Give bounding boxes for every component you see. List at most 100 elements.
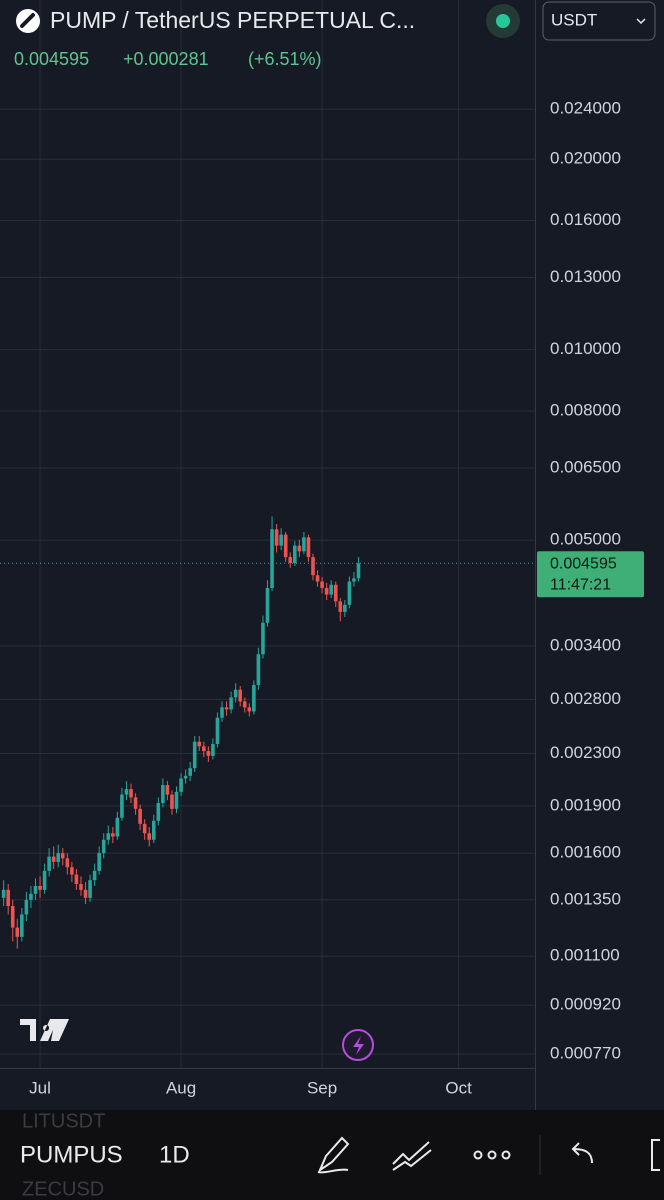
x-tick-label: Aug (166, 1078, 196, 1097)
candle-body (261, 622, 265, 655)
x-tick-label: Sep (307, 1078, 337, 1097)
candle-body (279, 534, 283, 546)
candle-body (242, 701, 247, 708)
header-price: 0.004595 (14, 49, 89, 69)
countdown-label: 11:47:21 (550, 577, 611, 594)
logo-part (51, 1019, 69, 1041)
candle-body (256, 654, 261, 686)
currency-label: USDT (551, 10, 597, 29)
candle-body (60, 853, 65, 859)
candle-body (92, 870, 97, 881)
candle-body (38, 885, 42, 890)
watchlist-item[interactable]: ZECUSD (22, 1178, 104, 1200)
candle-body (70, 867, 74, 875)
candle-body (283, 534, 288, 558)
candle-body (65, 858, 70, 868)
candle-body (211, 744, 215, 756)
undo-button[interactable] (571, 1142, 593, 1164)
candle-body (224, 707, 229, 710)
y-tick-label: 0.020000 (550, 149, 621, 168)
y-tick-label: 0.002800 (550, 689, 621, 708)
candle-body (6, 889, 10, 907)
y-tick-label: 0.001600 (550, 843, 621, 862)
redo-button[interactable] (651, 1139, 660, 1171)
y-tick-label: 0.003400 (550, 636, 621, 655)
trend-tool[interactable] (392, 1141, 432, 1171)
candle-body (297, 545, 302, 552)
candle-body (356, 563, 361, 579)
toolbar-symbol[interactable]: PUMPUS (20, 1141, 123, 1168)
candle-body (252, 685, 256, 712)
candle-body (302, 537, 306, 552)
candle-body (120, 794, 124, 818)
candle-body (79, 884, 83, 890)
candle-body (161, 785, 165, 804)
candle-body (20, 914, 24, 937)
candle-body (188, 768, 192, 776)
candle-body (315, 575, 320, 582)
candle-body (352, 578, 356, 582)
candle-body (179, 778, 183, 792)
candle-body (142, 823, 147, 834)
candle-body (192, 741, 197, 769)
y-tick-label: 0.016000 (550, 210, 621, 229)
y-tick-label: 0.005000 (550, 530, 621, 549)
y-tick-label: 0.000920 (550, 995, 621, 1014)
candle-body (10, 906, 15, 928)
candle-body (320, 581, 324, 588)
symbol-title[interactable]: PUMP / TetherUS PERPETUAL C... (50, 7, 415, 33)
currency-dropdown[interactable] (542, 1, 656, 41)
toolbar-interval[interactable]: 1D (159, 1141, 190, 1168)
flash-icon (353, 1036, 364, 1055)
candle-body (292, 545, 297, 563)
y-tick-label: 0.024000 (550, 99, 621, 118)
y-tick-label: 0.001100 (550, 946, 620, 965)
candle-body (265, 587, 270, 623)
candle-body (306, 537, 311, 558)
candles (1, 516, 361, 949)
candle-body (288, 557, 293, 563)
candle-body (106, 833, 111, 840)
candle-body (197, 741, 202, 747)
candle-body (15, 927, 20, 937)
candle-body (115, 817, 120, 837)
more-button[interactable] (473, 1150, 511, 1160)
candle-body (247, 707, 252, 712)
y-tick-label: 0.001900 (550, 795, 621, 814)
watchlist-item[interactable]: LITUSDT (22, 1110, 105, 1132)
candle-body (42, 870, 47, 890)
candle-body (129, 789, 133, 798)
grid (0, 0, 535, 1068)
candle-body (206, 751, 211, 756)
candle-body (165, 785, 170, 795)
candle-body (311, 557, 315, 576)
candle-body (151, 820, 156, 840)
header-change-pct: (+6.51%) (248, 49, 322, 69)
draw-tool[interactable] (317, 1136, 350, 1174)
header-change: +0.000281 (123, 49, 209, 69)
candle-body (33, 885, 38, 894)
y-tick-label: 0.013000 (550, 267, 621, 286)
candle-body (56, 853, 61, 862)
candle-body (1, 889, 6, 898)
y-tick-label: 0.001350 (550, 889, 621, 908)
candle-body (156, 803, 161, 821)
logo (20, 1019, 58, 1041)
dropdown-arrow (636, 18, 646, 25)
candle-body (170, 794, 174, 809)
candle-body (238, 689, 243, 702)
candle-body (329, 584, 333, 595)
candle-body (347, 581, 352, 605)
candle-body (270, 529, 274, 588)
candle-body (111, 833, 115, 837)
symbol-icon-pill (20, 13, 35, 28)
candle-body (147, 833, 152, 840)
candle-body (101, 839, 106, 854)
candle-body (29, 893, 33, 900)
candle-body (74, 874, 79, 885)
candle-body (138, 808, 142, 824)
candle-body (233, 689, 238, 698)
